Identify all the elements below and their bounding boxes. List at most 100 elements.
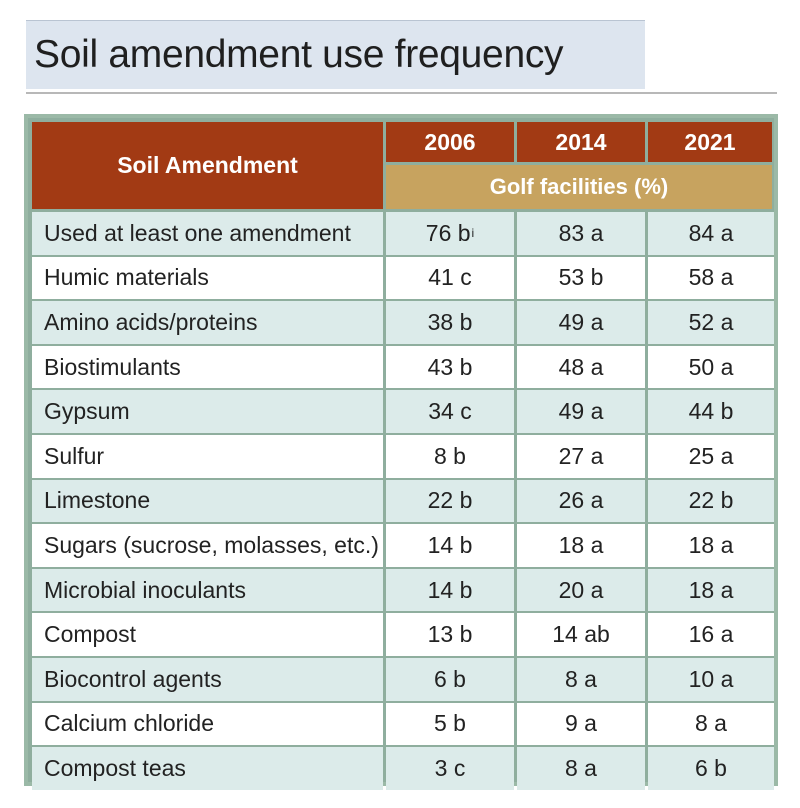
value-2021-text: 16 a [688, 621, 734, 648]
amendment-name: Humic materials [32, 256, 383, 300]
amendment-name: Sulfur [32, 435, 383, 478]
value-2021: 52 a [648, 301, 774, 344]
value-2006-text: 13 b [427, 621, 473, 648]
value-2014: 14 ab [517, 613, 645, 656]
value-2021: 18 a [648, 524, 774, 567]
table-row: Microbial inoculants 14 b 20 a 18 a [32, 568, 774, 612]
header-year-2006: 2006 [386, 122, 514, 162]
value-2021: 16 a [648, 613, 774, 656]
value-2014-text: 20 a [558, 576, 604, 603]
table-row: Sulfur 8 b 27 a 25 a [32, 435, 774, 478]
value-2006-text: 38 b [427, 308, 473, 335]
value-2014-text: 53 b [558, 264, 604, 291]
value-2021: 10 a [648, 658, 774, 701]
table-row: Used at least one amendment 76 b i 83 a 84 a [32, 212, 774, 255]
table-row: Biostimulants 43 b 48 a 50 a [32, 345, 774, 389]
value-2021: 8 a [648, 702, 774, 746]
value-2006-text: 3 c [434, 754, 466, 781]
value-2014-text: 48 a [558, 353, 604, 380]
value-2006: 43 b [386, 345, 514, 389]
table-row: Compost 13 b 14 ab 16 a [32, 613, 774, 656]
value-2014-text: 8 a [565, 754, 597, 781]
value-2006: 3 c [386, 747, 514, 790]
header-year-2021: 2021 [648, 122, 772, 162]
amendment-name: Biostimulants [32, 345, 383, 389]
title-band: Soil amendment use frequency [26, 20, 645, 89]
amendment-name: Sugars (sucrose, molasses, etc.) [32, 524, 383, 567]
page-title: Soil amendment use frequency [34, 33, 564, 76]
table-row: Humic materials 41 c 53 b 58 a [32, 256, 774, 300]
table-row: Sugars (sucrose, molasses, etc.) 14 b 18 a… [32, 524, 774, 567]
value-2014-text: 49 a [558, 398, 604, 425]
value-2014-text: 18 a [558, 531, 604, 558]
amendment-name: Used at least one amendment [32, 212, 383, 255]
value-2021: 18 a [648, 568, 774, 612]
amendment-table: Soil Amendment 2006 2014 2021 Golf facil… [24, 114, 778, 790]
value-2014: 8 a [517, 747, 645, 790]
value-2021: 22 b [648, 479, 774, 523]
value-2021-text: 6 b [695, 754, 727, 781]
table-row: Calcium chloride 5 b 9 a 8 a [32, 702, 774, 746]
table-row: Compost teas 3 c 8 a 6 b [32, 747, 774, 790]
value-2006-text: 14 b [427, 576, 473, 603]
value-2014-text: 49 a [558, 308, 604, 335]
value-2006: 14 b [386, 568, 514, 612]
value-2021-text: 58 a [688, 264, 734, 291]
value-2014: 8 a [517, 658, 645, 701]
table-row: Gypsum 34 c 49 a 44 b [32, 390, 774, 433]
value-2006-text: 43 b [427, 353, 473, 380]
amendment-name: Compost [32, 613, 383, 656]
value-2014: 26 a [517, 479, 645, 523]
value-2021: 44 b [648, 390, 774, 433]
value-2006: 38 b [386, 301, 514, 344]
value-2021: 25 a [648, 435, 774, 478]
footnote-marker: i [471, 226, 475, 241]
value-2014: 18 a [517, 524, 645, 567]
value-2006: 5 b [386, 702, 514, 746]
value-2006: 41 c [386, 256, 514, 300]
value-2006: 34 c [386, 390, 514, 433]
header-soil-amendment: Soil Amendment [32, 122, 383, 209]
value-2021-text: 8 a [695, 710, 727, 737]
amendment-name: Limestone [32, 479, 383, 523]
table-row: Limestone 22 b 26 a 22 b [32, 479, 774, 523]
header-year-2014: 2014 [517, 122, 645, 162]
value-2021: 6 b [648, 747, 774, 790]
value-2021-text: 25 a [688, 442, 734, 469]
value-2006: 22 b [386, 479, 514, 523]
table-row: Amino acids/proteins 38 b 49 a 52 a [32, 301, 774, 344]
amendment-name: Microbial inoculants [32, 568, 383, 612]
value-2021-text: 84 a [688, 219, 734, 246]
value-2014: 9 a [517, 702, 645, 746]
value-2021-text: 44 b [688, 398, 734, 425]
value-2006: 8 b [386, 435, 514, 478]
value-2021-text: 50 a [688, 353, 734, 380]
value-2021-text: 18 a [688, 576, 734, 603]
value-2021-text: 22 b [688, 487, 734, 514]
value-2006-text: 14 b [427, 531, 473, 558]
value-2006-text: 34 c [428, 398, 472, 425]
value-2014-text: 9 a [565, 710, 597, 737]
header-golf-facilities: Golf facilities (%) [386, 165, 772, 209]
value-2014: 27 a [517, 435, 645, 478]
value-2014: 20 a [517, 568, 645, 612]
value-2014: 53 b [517, 256, 645, 300]
value-2006-text: 41 c [428, 264, 472, 291]
value-2014-text: 26 a [558, 487, 604, 514]
value-2014-text: 8 a [565, 665, 597, 692]
value-2014: 49 a [517, 301, 645, 344]
value-2021-text: 52 a [688, 308, 734, 335]
value-2006: 14 b [386, 524, 514, 567]
value-2006: 13 b [386, 613, 514, 656]
value-2021: 84 a [648, 212, 774, 255]
value-2014: 49 a [517, 390, 645, 433]
title-divider [26, 92, 777, 94]
amendment-name: Calcium chloride [32, 702, 383, 746]
value-2006-text: 5 b [434, 710, 466, 737]
amendment-name: Biocontrol agents [32, 658, 383, 701]
amendment-name: Compost teas [32, 747, 383, 790]
value-2014: 48 a [517, 345, 645, 389]
value-2006-text: 22 b [427, 487, 473, 514]
value-2021: 58 a [648, 256, 774, 300]
